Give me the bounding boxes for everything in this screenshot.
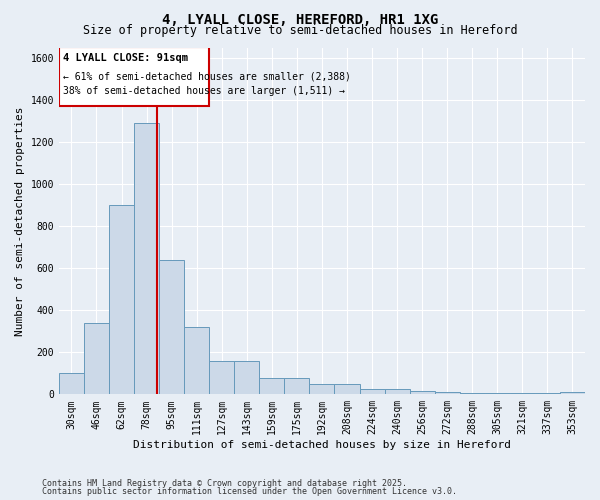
Bar xyxy=(159,260,184,394)
Bar xyxy=(359,389,385,394)
Bar xyxy=(184,327,209,394)
Text: Size of property relative to semi-detached houses in Hereford: Size of property relative to semi-detach… xyxy=(83,24,517,37)
Bar xyxy=(434,392,460,394)
Text: 4, LYALL CLOSE, HEREFORD, HR1 1XG: 4, LYALL CLOSE, HEREFORD, HR1 1XG xyxy=(162,12,438,26)
Text: Contains public sector information licensed under the Open Government Licence v3: Contains public sector information licen… xyxy=(42,487,457,496)
Bar xyxy=(59,374,84,394)
Bar xyxy=(234,360,259,394)
Text: 4 LYALL CLOSE: 91sqm: 4 LYALL CLOSE: 91sqm xyxy=(63,52,188,62)
Bar xyxy=(84,323,109,394)
Bar xyxy=(560,392,585,394)
Y-axis label: Number of semi-detached properties: Number of semi-detached properties xyxy=(15,106,25,336)
Bar xyxy=(259,378,284,394)
Bar xyxy=(209,360,234,394)
Text: ← 61% of semi-detached houses are smaller (2,388): ← 61% of semi-detached houses are smalle… xyxy=(63,71,351,81)
Bar xyxy=(134,123,159,394)
Bar xyxy=(310,384,334,394)
Text: Contains HM Land Registry data © Crown copyright and database right 2025.: Contains HM Land Registry data © Crown c… xyxy=(42,478,407,488)
Bar xyxy=(334,384,359,394)
Bar xyxy=(109,205,134,394)
X-axis label: Distribution of semi-detached houses by size in Hereford: Distribution of semi-detached houses by … xyxy=(133,440,511,450)
Bar xyxy=(284,378,310,394)
Bar xyxy=(385,389,410,394)
Text: 38% of semi-detached houses are larger (1,511) →: 38% of semi-detached houses are larger (… xyxy=(63,86,345,97)
Bar xyxy=(410,391,434,394)
Bar xyxy=(59,48,209,106)
